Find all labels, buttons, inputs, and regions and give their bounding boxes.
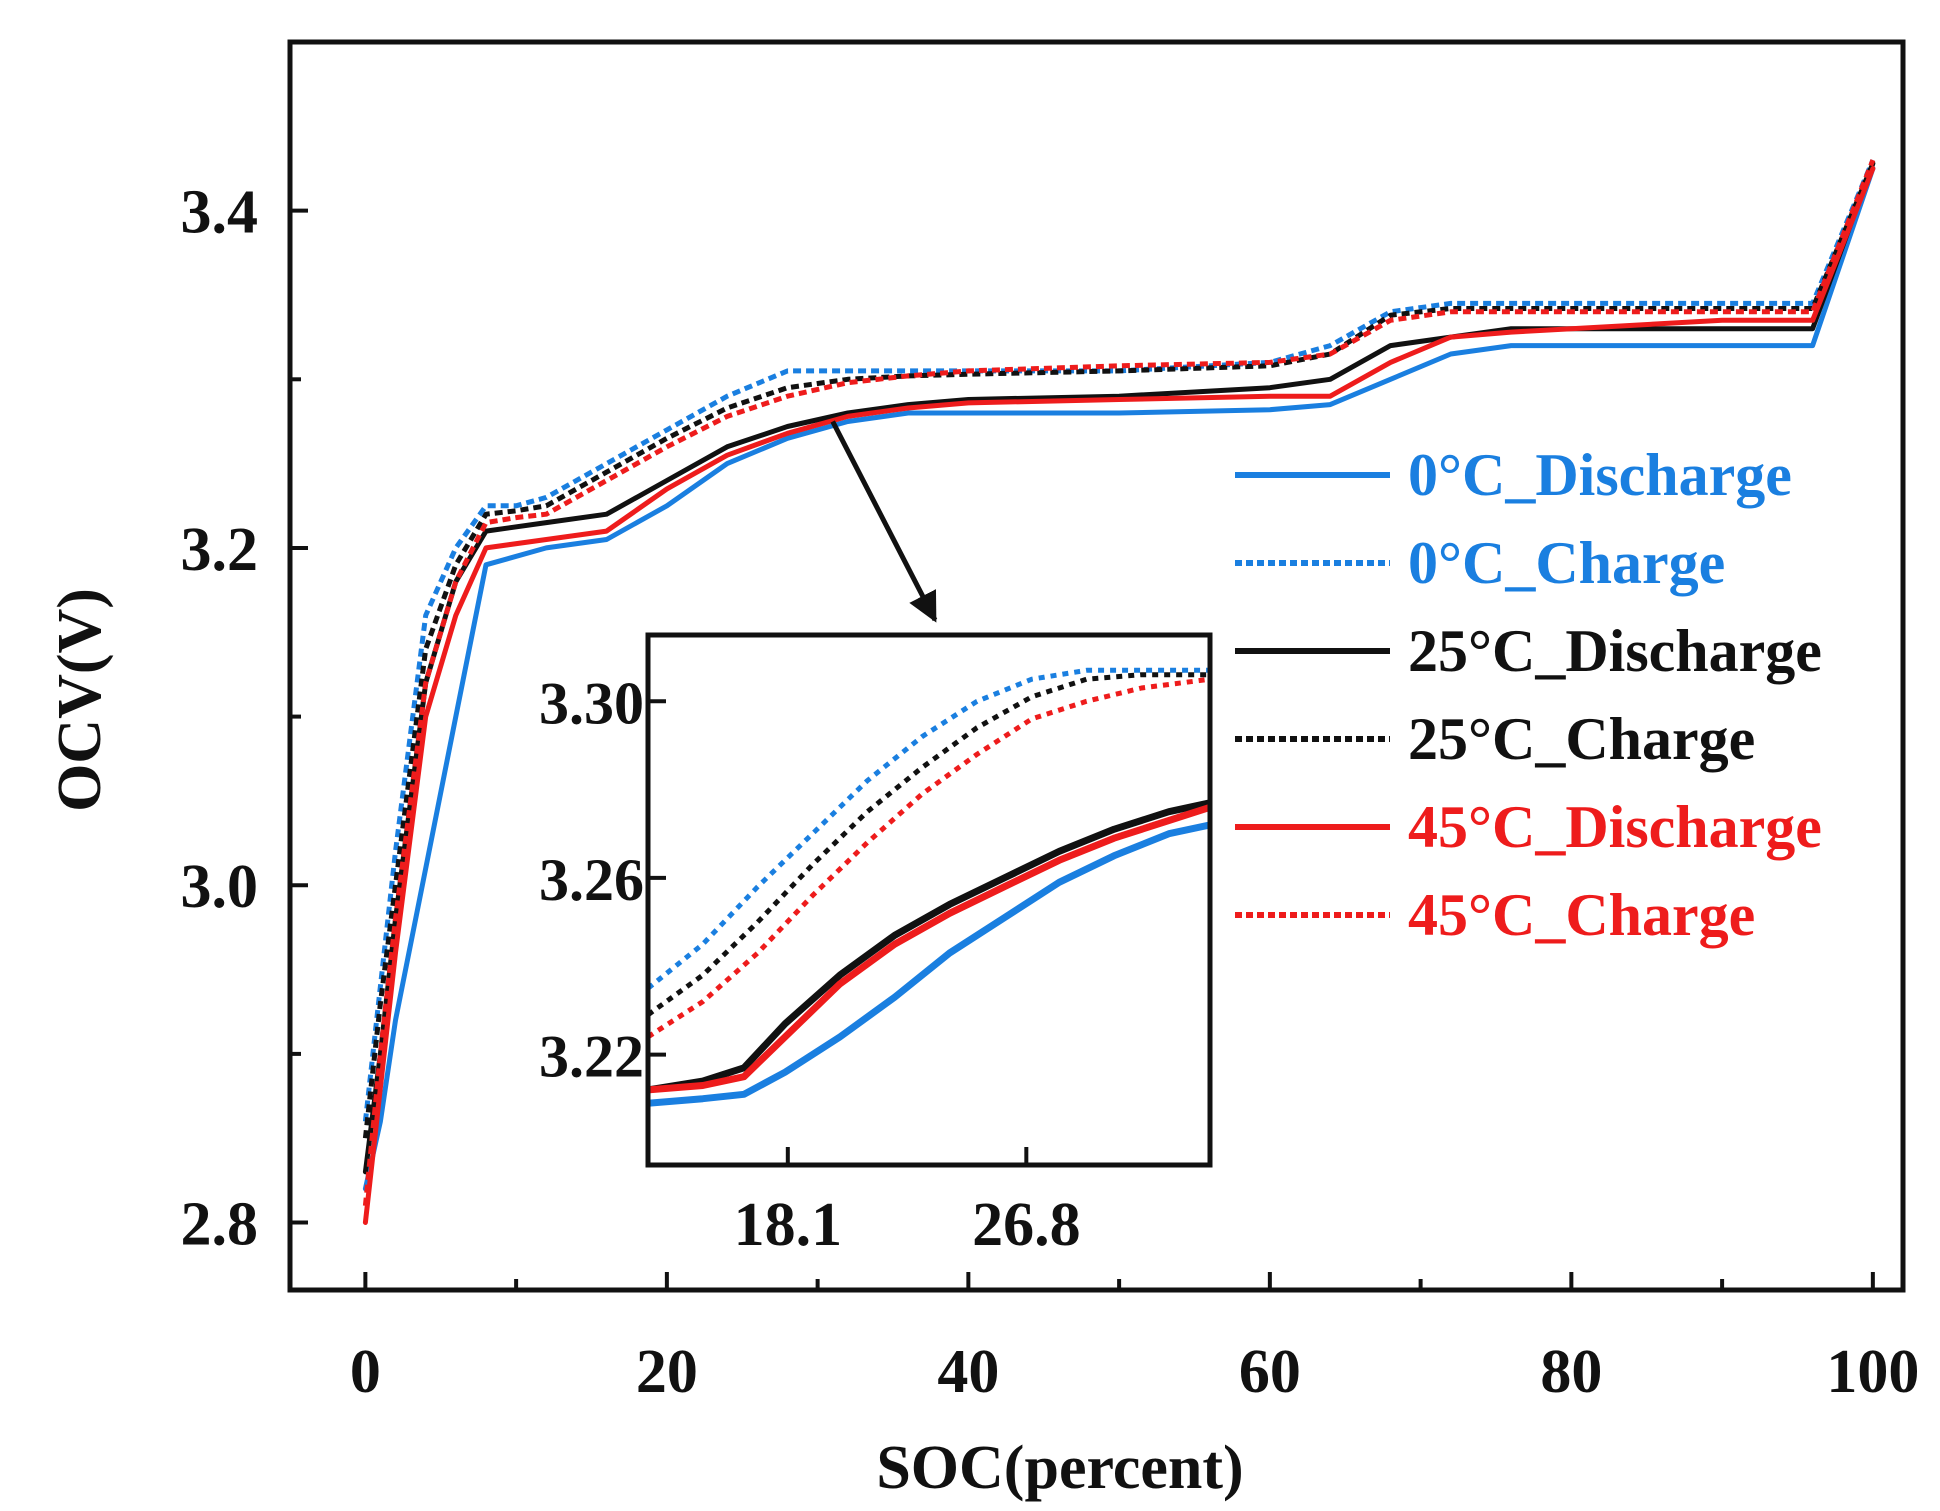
zoom-arrow [830,420,938,623]
main-plot-area: 0 20 40 60 80 100 2.8 3.0 3.2 3.4 [181,39,1919,1406]
inset-series-line-25c-charge [648,672,1210,1017]
inset-series-line-0c-charge [648,667,1210,991]
legend-item-45c-charge: 45°C_Charge [1235,882,1755,948]
legend-item-25c-charge: 25°C_Charge [1235,706,1755,772]
y-tick-label: 3.0 [181,853,259,921]
inset-series-line-0c-discharge [648,821,1210,1107]
main-plot-frame [287,39,1906,1293]
annotation-layer [830,420,938,623]
y-tick-label: 2.8 [181,1191,259,1259]
inset-x-tick-label: 18.1 [734,1191,843,1259]
series-line-0c-discharge [362,166,1876,1192]
legend-label: 45°C_Discharge [1408,794,1822,860]
inset-x-tick-label: 26.8 [972,1191,1081,1259]
legend-label: 0°C_Charge [1408,530,1725,596]
inset-plot-area: 18.1 26.8 3.22 3.26 3.30 [539,632,1213,1259]
inset-series-group [648,667,1210,1107]
series-line-45c-charge [362,159,1876,1206]
inset-y-tick-label: 3.22 [539,1024,644,1090]
x-tick-label: 80 [1540,1338,1602,1406]
inset-y-tick-label: 3.26 [539,847,644,913]
series-line-25c-charge [362,162,1876,1139]
inset-background [648,635,1210,1165]
legend: 0°C_Discharge 0°C_Charge 25°C_Discharge 25°… [1235,442,1822,948]
x-tick-label: 20 [636,1338,698,1406]
y-axis-title: OCV(V) [46,588,114,812]
series-line-0c-charge [362,159,1876,1122]
x-tick-label: 100 [1826,1338,1919,1406]
legend-label: 25°C_Discharge [1408,618,1822,684]
inset-series-line-45c-discharge [648,803,1210,1094]
inset-series-line-25c-discharge [648,799,1210,1094]
legend-item-45c-discharge: 45°C_Discharge [1235,794,1822,860]
series-line-45c-discharge [362,166,1876,1225]
legend-label: 25°C_Charge [1408,706,1755,772]
legend-item-0c-charge: 0°C_Charge [1235,530,1725,596]
y-tick-label: 3.2 [181,516,259,584]
inset-y-tick-label: 3.30 [539,670,644,736]
x-tick-label: 60 [1239,1338,1301,1406]
legend-label: 45°C_Charge [1408,882,1755,948]
legend-item-0c-discharge: 0°C_Discharge [1235,442,1792,508]
y-tick-label: 3.4 [181,179,259,247]
inset-frame [645,632,1213,1168]
inset-series-line-45c-charge [648,676,1210,1040]
legend-item-25c-discharge: 25°C_Discharge [1235,618,1822,684]
main-series-group [362,159,1876,1225]
x-tick-label: 0 [350,1338,381,1406]
x-axis-title: SOC(percent) [876,1434,1243,1502]
legend-label: 0°C_Discharge [1408,442,1792,508]
x-tick-label: 40 [937,1338,999,1406]
